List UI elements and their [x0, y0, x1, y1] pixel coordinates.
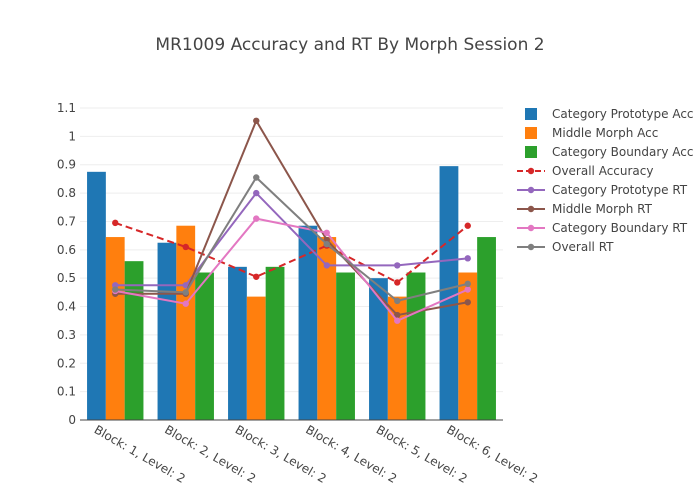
- y-tick-label: 0.7: [57, 214, 76, 228]
- legend-label: Overall Accuracy: [552, 164, 653, 178]
- data-point: [323, 229, 330, 236]
- data-point: [182, 300, 189, 307]
- bar: [124, 261, 144, 420]
- legend-marker: [527, 243, 535, 251]
- legend-label: Middle Morph Acc: [552, 126, 658, 140]
- y-tick-label: 0.5: [57, 271, 76, 285]
- bar: [195, 272, 214, 420]
- data-point: [182, 243, 189, 251]
- y-tick-label: 0.4: [57, 300, 76, 314]
- y-tick-label: 0: [68, 413, 76, 427]
- bar: [87, 171, 106, 420]
- legend-label: Category Prototype Acc: [552, 107, 694, 121]
- data-point: [464, 222, 471, 229]
- bar: [458, 272, 478, 420]
- bar: [246, 296, 266, 420]
- y-tick-label: 1: [68, 129, 76, 143]
- bar: [369, 278, 388, 420]
- legend-label: Category Boundary Acc: [552, 145, 693, 159]
- grid: [80, 107, 503, 393]
- series-line: [115, 217, 469, 322]
- y-tick-label: 0.6: [57, 243, 76, 257]
- y-tick-label: 0.9: [57, 158, 76, 172]
- data-point: [464, 299, 471, 306]
- bar: [157, 242, 177, 420]
- legend-label: Category Prototype RT: [552, 183, 688, 197]
- chart-title: MR1009 Accuracy and RT By Morph Session …: [155, 35, 544, 55]
- lines: [112, 117, 471, 324]
- series-line: [115, 191, 468, 287]
- series-line: [115, 118, 468, 317]
- bar: [228, 266, 247, 420]
- data-point: [253, 215, 260, 222]
- data-point: [323, 262, 330, 269]
- bar: [477, 237, 496, 420]
- legend-label: Category Boundary RT: [552, 221, 688, 235]
- data-point: [394, 311, 401, 319]
- legend-swatch: [525, 146, 537, 158]
- bar: [336, 272, 355, 420]
- bar: [317, 237, 337, 420]
- y-tick-label: 0.3: [57, 328, 76, 342]
- data-point: [253, 189, 260, 197]
- data-point: [394, 297, 401, 305]
- data-point: [182, 282, 189, 289]
- data-point: [253, 273, 260, 280]
- legend-label: Overall RT: [552, 240, 614, 254]
- data-point: [394, 317, 401, 324]
- data-point: [182, 289, 189, 296]
- legend-marker: [527, 186, 535, 194]
- legend-marker: [527, 205, 535, 213]
- y-tick-label: 1.1: [57, 101, 76, 115]
- legend-swatch: [525, 127, 537, 139]
- legend-marker: [527, 167, 535, 175]
- data-point: [253, 174, 260, 181]
- data-point: [464, 255, 471, 262]
- legend-marker: [527, 224, 535, 232]
- bars: [87, 166, 496, 420]
- bar: [176, 225, 196, 420]
- data-point: [112, 219, 119, 227]
- bar: [439, 166, 459, 420]
- bar: [105, 237, 125, 420]
- series-line: [115, 175, 468, 302]
- data-point: [112, 286, 119, 293]
- data-point: [394, 279, 401, 286]
- legend-swatch: [525, 108, 537, 120]
- bar: [387, 296, 407, 420]
- data-point: [394, 262, 401, 269]
- data-point: [253, 117, 260, 124]
- series-line: [114, 221, 469, 284]
- y-axis-ticks: 0 0.1 0.2 0.3 0.4 0.5 0.6 0.7 0.8 0.9 1 1.1: [57, 101, 76, 427]
- legend-label: Middle Morph RT: [552, 202, 653, 216]
- data-point: [464, 286, 471, 293]
- y-tick-label: 0.8: [57, 186, 76, 200]
- data-point: [323, 240, 330, 248]
- y-tick-label: 0.2: [57, 356, 76, 370]
- bar: [298, 225, 318, 420]
- legend: Category Prototype Acc Middle Morph Acc Ca…: [517, 107, 694, 254]
- data-point: [464, 280, 471, 288]
- y-tick-label: 0.1: [57, 385, 76, 399]
- bar: [265, 266, 285, 420]
